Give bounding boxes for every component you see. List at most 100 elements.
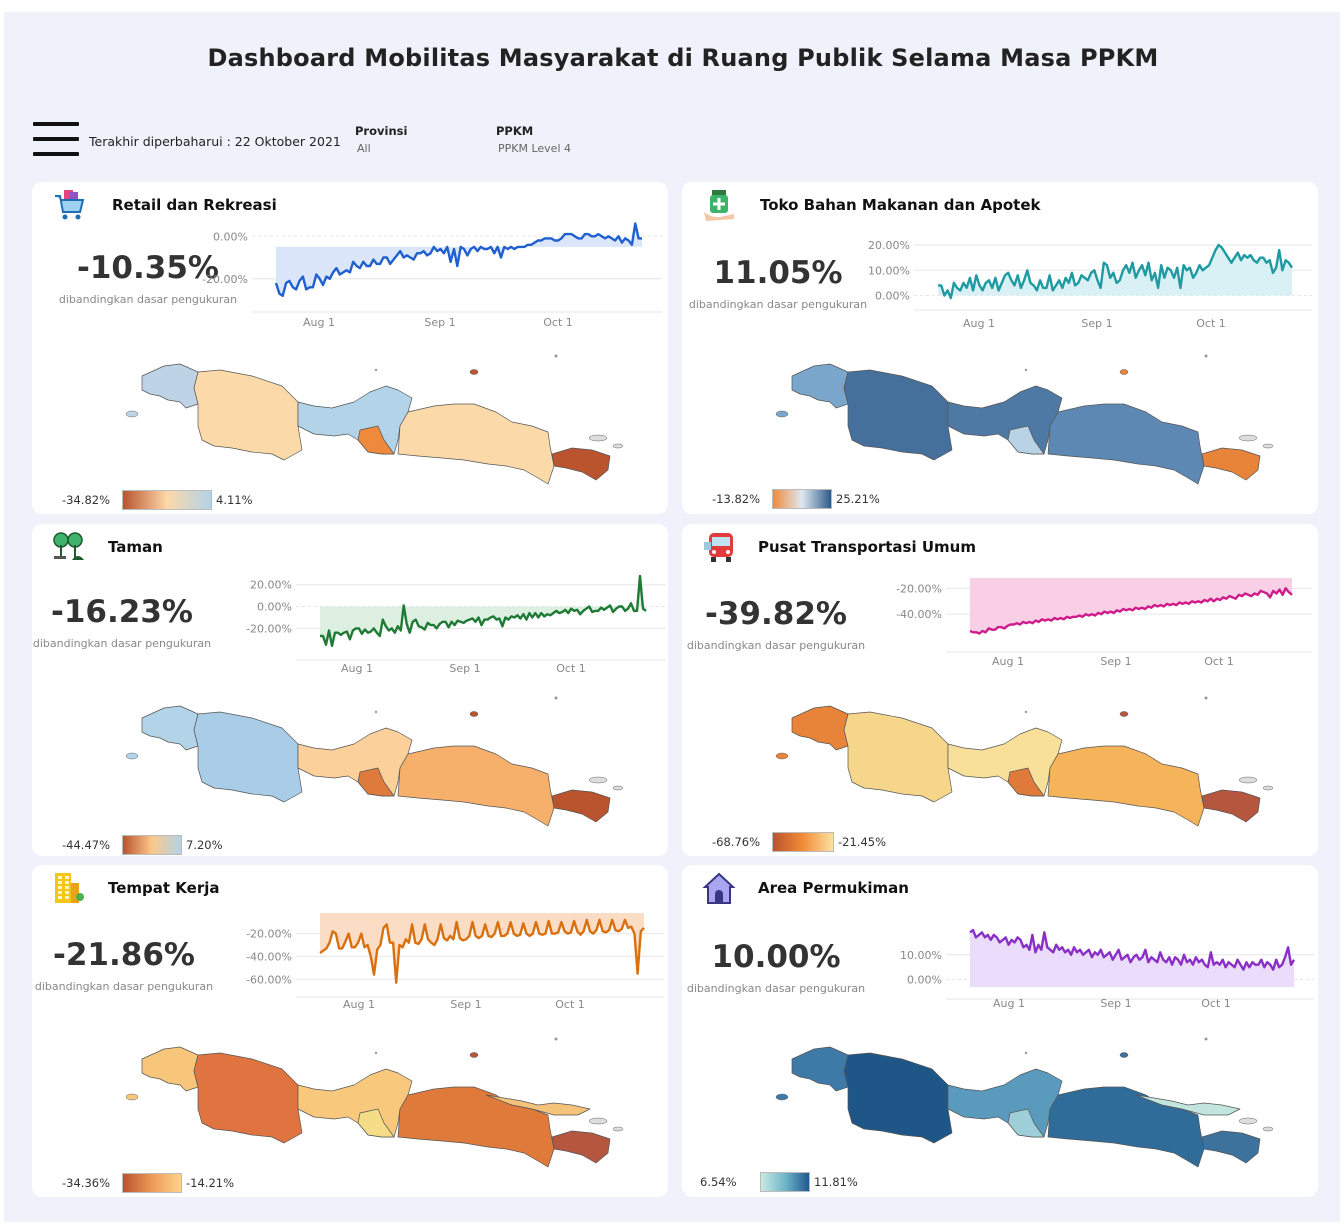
office-building-icon — [55, 873, 84, 903]
kpi-caption: dibandingkan dasar pengukuran — [686, 982, 866, 995]
x-tick-label: Aug 1 — [963, 317, 995, 330]
ppkm-filter[interactable]: PPKM PPKM Level 4 — [496, 124, 571, 155]
kpi-value: -39.82% — [705, 596, 847, 632]
kpi-value: 10.00% — [711, 939, 841, 975]
x-tick-label: Aug 1 — [341, 662, 373, 675]
y-tick-label: -60.00% — [246, 973, 292, 986]
card-toko-bahan-makanan-dan-apotek: Toko Bahan Makanan dan Apotek 11.05% diban… — [682, 182, 1318, 514]
card-area-permukiman: Area Permukiman 10.00% dibandingkan dasar … — [682, 865, 1318, 1197]
series-line[interactable] — [274, 222, 642, 297]
series-line[interactable] — [320, 574, 647, 647]
legend-max: 4.11% — [216, 493, 253, 507]
kpi-caption: dibandingkan dasar pengukuran — [688, 298, 868, 311]
legend-gradient — [122, 835, 182, 855]
kpi-value: -21.86% — [53, 937, 195, 973]
pharmacy-icon — [704, 190, 734, 221]
kpi-caption: dibandingkan dasar pengukuran — [686, 639, 866, 652]
province-filter[interactable]: Provinsi All — [355, 124, 407, 155]
trend-chart[interactable]: 0.00% -20.00% Aug 1 Sep 1 Oct 1 — [32, 182, 668, 342]
kpi-caption: dibandingkan dasar pengukuran — [34, 980, 214, 993]
y-tick-label: -40.00% — [896, 608, 942, 621]
y-tick-label: 10.00% — [868, 264, 910, 277]
card-title: Taman — [108, 538, 163, 556]
ppkm-filter-label: PPKM — [496, 124, 534, 138]
x-tick-label: Sep 1 — [449, 662, 480, 675]
x-tick-label: Sep 1 — [450, 998, 481, 1011]
card-title: Retail dan Rekreasi — [112, 196, 277, 214]
y-tick-label: 0.00% — [907, 974, 942, 987]
legend-min: -34.36% — [62, 1176, 110, 1190]
series-area — [938, 245, 1292, 298]
y-tick-label: 10.00% — [900, 949, 942, 962]
x-tick-label: Sep 1 — [1100, 997, 1131, 1010]
series-area — [320, 576, 646, 646]
y-tick-label: -20.00% — [246, 928, 292, 941]
legend-gradient — [772, 832, 834, 852]
x-tick-label: Aug 1 — [343, 998, 375, 1011]
trend-chart[interactable]: 10.00% 0.00% Aug 1 Sep 1 Oct 1 — [682, 865, 1318, 1025]
province-map[interactable] — [752, 1025, 1292, 1185]
series-line[interactable] — [969, 587, 1293, 635]
province-map[interactable] — [752, 342, 1292, 502]
legend-max: -14.21% — [186, 1176, 234, 1190]
x-tick-label: Sep 1 — [1100, 655, 1131, 668]
bus-icon — [704, 533, 733, 562]
province-filter-value[interactable]: All — [357, 142, 371, 155]
legend-gradient — [122, 1173, 182, 1193]
y-tick-label: 0.00% — [875, 289, 910, 302]
legend-min: -34.82% — [62, 493, 110, 507]
kpi-caption: dibandingkan dasar pengukuran — [58, 293, 238, 306]
card-title: Toko Bahan Makanan dan Apotek — [760, 196, 1041, 214]
trend-chart[interactable]: -20.00% -40.00% Aug 1 Sep 1 Oct 1 — [682, 524, 1318, 684]
series-area — [970, 930, 1294, 987]
card-retail-dan-rekreasi: Retail dan Rekreasi -10.35% dibandingkan d… — [32, 182, 668, 514]
y-tick-label: 20.00% — [250, 579, 292, 592]
province-map[interactable] — [752, 684, 1292, 844]
trend-chart[interactable]: 20.00% 10.00% 0.00% Aug 1 Sep 1 Oct 1 — [682, 182, 1318, 342]
card-tempat-kerja: Tempat Kerja -21.86% dibandingkan dasar pe… — [32, 865, 668, 1197]
legend-min: -44.47% — [62, 838, 110, 852]
kpi-value: -10.35% — [77, 250, 219, 286]
ppkm-filter-value[interactable]: PPKM Level 4 — [498, 142, 571, 155]
legend-min: 6.54% — [700, 1175, 737, 1189]
legend-max: 7.20% — [186, 838, 223, 852]
page-title: Dashboard Mobilitas Masyarakat di Ruang … — [207, 44, 1159, 72]
x-tick-label: Aug 1 — [993, 997, 1025, 1010]
y-tick-label: -40.00% — [246, 950, 292, 963]
series-area — [276, 223, 642, 296]
legend-min: -13.82% — [712, 492, 760, 506]
y-tick-label: 0.00% — [213, 230, 248, 243]
x-tick-label: Aug 1 — [303, 316, 335, 329]
trend-chart[interactable]: -20.00% -40.00% -60.00% Aug 1 Sep 1 Oct 1 — [32, 865, 668, 1025]
y-tick-label: 0.00% — [257, 601, 292, 614]
x-tick-label: Oct 1 — [555, 998, 585, 1011]
card-title: Tempat Kerja — [108, 879, 220, 897]
trend-chart[interactable]: 20.00% 0.00% -20.00% Aug 1 Sep 1 Oct 1 — [32, 524, 668, 684]
legend-max: 25.21% — [836, 492, 880, 506]
y-tick-label: -20.00% — [202, 273, 248, 286]
kpi-caption: dibandingkan dasar pengukuran — [32, 637, 212, 650]
x-tick-label: Oct 1 — [543, 316, 573, 329]
x-tick-label: Sep 1 — [424, 316, 455, 329]
series-line[interactable] — [319, 918, 645, 984]
series-area — [320, 913, 644, 983]
x-tick-label: Oct 1 — [1201, 997, 1231, 1010]
hamburger-menu-icon[interactable] — [33, 122, 79, 158]
last-updated-label: Terakhir diperbaharui : 22 Oktober 2021 — [89, 134, 341, 149]
series-line[interactable] — [969, 928, 1296, 971]
legend-min: -68.76% — [712, 835, 760, 849]
series-line[interactable] — [938, 243, 1294, 300]
y-tick-label: -20.00% — [896, 582, 942, 595]
x-tick-label: Oct 1 — [556, 662, 586, 675]
kpi-value: -16.23% — [51, 594, 193, 630]
province-map[interactable] — [102, 1025, 642, 1185]
legend-max: -21.45% — [838, 835, 886, 849]
province-map[interactable] — [102, 342, 642, 502]
x-tick-label: Aug 1 — [992, 655, 1024, 668]
park-trees-icon — [53, 532, 84, 560]
card-title: Pusat Transportasi Umum — [758, 538, 976, 556]
province-map[interactable] — [102, 684, 642, 844]
card-pusat-transportasi-umum: Pusat Transportasi Umum -39.82% dibandingk… — [682, 524, 1318, 856]
legend-max: 11.81% — [814, 1175, 858, 1189]
card-taman: Taman -16.23% dibandingkan dasar pengukura… — [32, 524, 668, 856]
